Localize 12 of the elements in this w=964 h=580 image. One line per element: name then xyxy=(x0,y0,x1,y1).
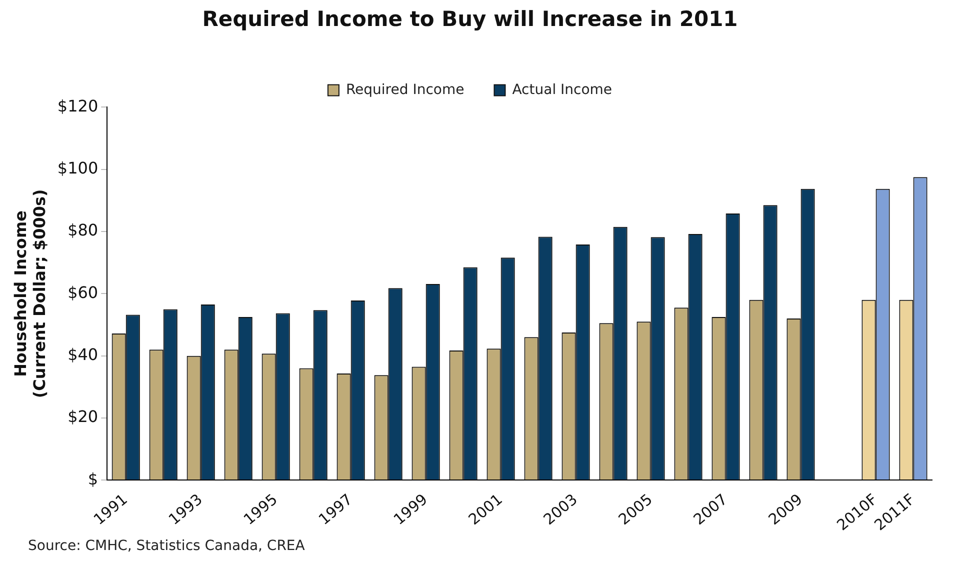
legend-label: Required Income xyxy=(346,82,464,98)
y-tick-label: $60 xyxy=(68,282,98,302)
legend-label: Actual Income xyxy=(512,82,612,98)
chart-title: Required Income to Buy will Increase in 2011 xyxy=(202,7,738,32)
y-tick-label: $ xyxy=(88,469,98,488)
y-axis-title: Household Income (Current Dollar; $000s) xyxy=(10,189,49,398)
source-note: Source: CMHC, Statistics Canada, CREA xyxy=(28,538,306,554)
y-tick-label: $40 xyxy=(68,344,98,364)
y-tick-label: $120 xyxy=(57,96,98,116)
y-tick-label: $20 xyxy=(68,407,98,426)
y-tick-label: $100 xyxy=(57,158,98,178)
y-tick-label: $80 xyxy=(68,220,98,240)
